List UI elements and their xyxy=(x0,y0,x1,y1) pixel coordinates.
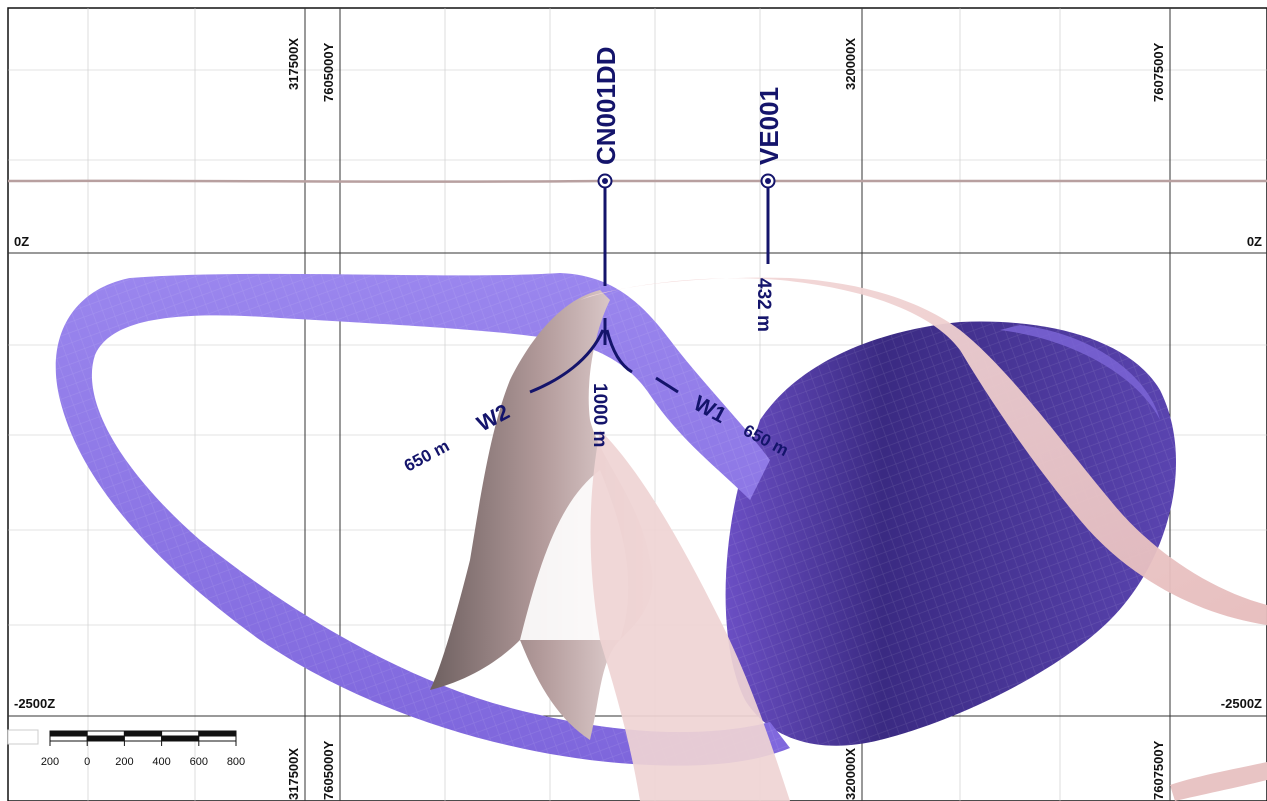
depth-label-cn001dd: 1000 m xyxy=(589,383,610,447)
elev-label-minus2500z-right: -2500Z xyxy=(1221,696,1262,711)
grid-label-7605000y-top: 7605000Y xyxy=(321,42,336,102)
scale-bar-segment xyxy=(198,730,237,737)
topography-line xyxy=(7,179,1267,183)
scale-bar-tick-label: 600 xyxy=(190,756,208,768)
drillhole-ve001 xyxy=(760,173,776,264)
scale-bar-segment xyxy=(49,735,88,742)
grid-label-320000x-top: 320000X xyxy=(843,38,858,90)
scale-bar-segment xyxy=(86,730,125,737)
scale-bar-tick-label: 800 xyxy=(227,756,245,768)
scale-bar-segment xyxy=(161,730,200,737)
elev-label-0z-left: 0Z xyxy=(14,234,29,249)
pink-corner-surface xyxy=(1170,762,1267,801)
elev-label-0z-right: 0Z xyxy=(1247,234,1262,249)
scale-bar: 200 0 200 400 600 800 xyxy=(7,729,245,768)
grid-label-7605000y-bottom: 7605000Y xyxy=(321,740,336,800)
grid-label-7607500y-top: 7607500Y xyxy=(1151,42,1166,102)
scale-bar-tick-label: 200 xyxy=(115,756,133,768)
purple-ribbon-mesh xyxy=(55,273,791,766)
scale-bar-tick-label: 200 xyxy=(41,756,59,768)
scale-bar-tick-label: 0 xyxy=(84,756,90,768)
grid-label-7607500y-bottom: 7607500Y xyxy=(1151,740,1166,800)
scale-bar-segment xyxy=(49,730,88,737)
scale-bar-segment xyxy=(161,735,200,742)
scale-bar-segment xyxy=(198,735,237,742)
scale-bar-tick-label: 400 xyxy=(152,756,170,768)
grid-label-317500x-bottom: 317500X xyxy=(286,748,301,800)
drillhole-cn001dd xyxy=(529,173,679,394)
depth-label-ve001: 432 m xyxy=(753,278,774,332)
grid-label-320000x-bottom: 320000X xyxy=(843,748,858,800)
hole-label-cn001dd: CN001DD xyxy=(591,47,621,166)
scale-bar-segment xyxy=(86,735,125,742)
pink-lower-surface xyxy=(590,430,790,801)
wedge-w1-trace xyxy=(605,329,633,374)
scale-bar-segment xyxy=(123,735,163,742)
hole-label-ve001: VE001 xyxy=(754,87,784,165)
elev-label-minus2500z-left: -2500Z xyxy=(14,696,55,711)
scale-bar-segment xyxy=(123,730,163,737)
purple-body-mesh xyxy=(725,321,1176,746)
pink-ribbon-surface xyxy=(580,277,1267,625)
wedge-w2-trace xyxy=(529,329,605,394)
grid-label-317500x-top: 317500X xyxy=(286,38,301,90)
